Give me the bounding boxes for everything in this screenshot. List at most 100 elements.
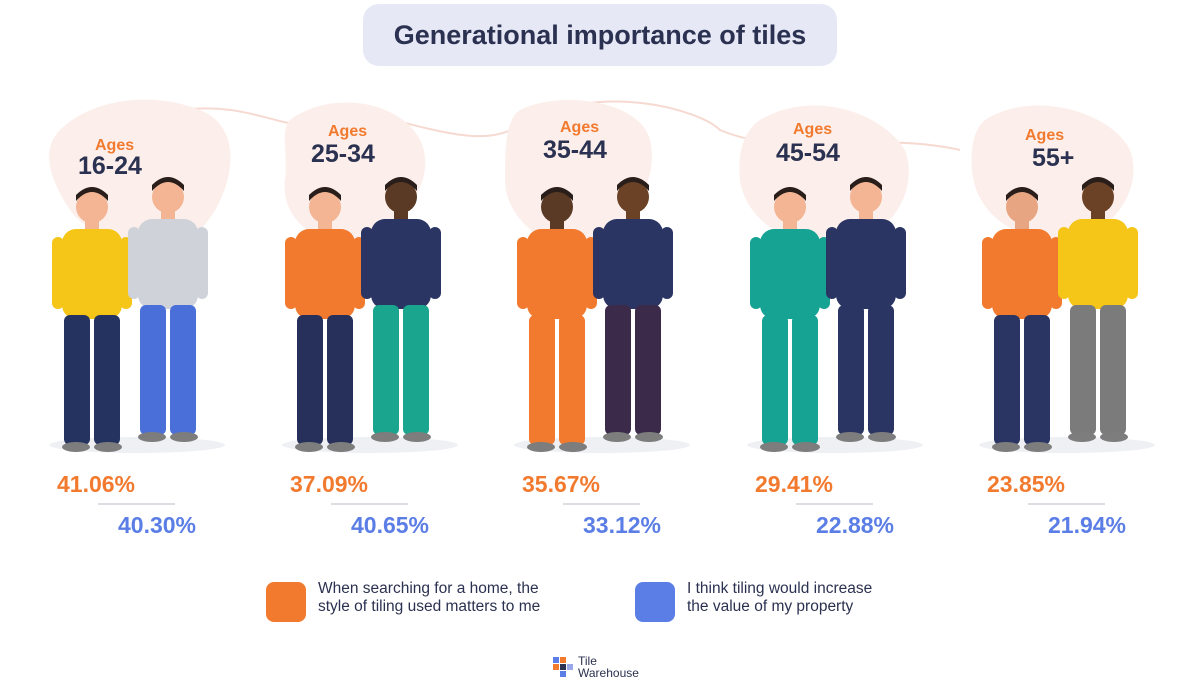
person-arm [285, 237, 297, 309]
person-hair [385, 177, 417, 191]
person-leg [403, 305, 429, 435]
person-neck [85, 221, 99, 231]
person-neck [859, 211, 873, 221]
age-group-1: Ages 25-34 37.09% 40.65% [283, 0, 515, 560]
person-shoe [1068, 432, 1096, 442]
legend-swatch-blue [635, 582, 675, 622]
person-torso [836, 219, 896, 309]
person-hair [774, 187, 806, 201]
person-shoe [94, 442, 122, 452]
person-leg [605, 305, 631, 435]
age-group-4: Ages 55+ 23.85% 21.94% [980, 0, 1200, 560]
person-leg [1070, 305, 1096, 435]
person-shoe [559, 442, 587, 452]
person-shoe [836, 432, 864, 442]
tile-logo-icon [553, 657, 573, 677]
person-arm [1058, 227, 1070, 299]
person-torso [138, 219, 198, 309]
ages-range-label: 16-24 [78, 152, 142, 180]
person-shoe [603, 432, 631, 442]
person-leg [868, 305, 894, 435]
person-leg [838, 305, 864, 435]
value-label-style: 29.41% [755, 471, 834, 497]
person-shoe [1024, 442, 1052, 452]
person-arm [982, 237, 994, 309]
person-leg [762, 315, 788, 445]
value-label-value: 40.65% [351, 512, 430, 538]
person-torso [603, 219, 663, 309]
value-label-style: 37.09% [290, 471, 369, 497]
person-pair-illustration [750, 177, 906, 452]
person-neck [626, 211, 640, 221]
legend-label-value: I think tiling would increase the value … [687, 580, 873, 615]
ages-word-label: Ages [560, 119, 600, 136]
person-leg [94, 315, 120, 445]
ages-range-label: 35-44 [543, 136, 607, 164]
person-head [385, 181, 417, 213]
person-torso [992, 229, 1052, 319]
value-label-value: 40.30% [118, 512, 197, 538]
person-shoe [371, 432, 399, 442]
person-hair [76, 187, 108, 201]
brand-name: Tile Warehouse [578, 654, 639, 680]
person-leg [529, 315, 555, 445]
legend-swatch-orange [266, 582, 306, 622]
person-neck [161, 211, 175, 221]
person-arm [1126, 227, 1138, 299]
person-hair [541, 187, 573, 201]
person-shoe [527, 442, 555, 452]
person-shoe [295, 442, 323, 452]
ages-word-label: Ages [328, 123, 368, 140]
person-shoe [992, 442, 1020, 452]
person-pair-illustration [285, 177, 441, 452]
person-shoe [62, 442, 90, 452]
person-pair-illustration [982, 177, 1138, 452]
person-shoe [403, 432, 431, 442]
person-pair-illustration [52, 177, 208, 452]
person-leg [170, 305, 196, 435]
person-head [774, 191, 806, 223]
person-shoe [760, 442, 788, 452]
value-label-style: 35.67% [522, 471, 601, 497]
value-label-value: 22.88% [816, 512, 895, 538]
person-leg [1024, 315, 1050, 445]
person-hair [1082, 177, 1114, 191]
value-label-value: 21.94% [1048, 512, 1127, 538]
person-torso [760, 229, 820, 319]
person-arm [128, 227, 140, 299]
person-leg [297, 315, 323, 445]
person-torso [295, 229, 355, 319]
person-arm [517, 237, 529, 309]
person-arm [826, 227, 838, 299]
legend-item-value: I think tiling would increase the value … [635, 580, 967, 622]
person-leg [994, 315, 1020, 445]
brand-logo: Tile Warehouse [552, 655, 639, 679]
person-head [76, 191, 108, 223]
ages-word-label: Ages [1025, 127, 1065, 144]
person-arm [593, 227, 605, 299]
person-neck [783, 221, 797, 231]
person-arm [196, 227, 208, 299]
person-shoe [635, 432, 663, 442]
person-hair [152, 177, 184, 191]
person-hair [617, 177, 649, 191]
ages-range-label: 25-34 [311, 140, 375, 168]
person-leg [64, 315, 90, 445]
person-neck [394, 211, 408, 221]
person-head [850, 181, 882, 213]
legend-item-style: When searching for a home, the style of … [266, 580, 598, 622]
person-hair [309, 187, 341, 201]
person-arm [661, 227, 673, 299]
person-leg [140, 305, 166, 435]
person-leg [327, 315, 353, 445]
person-pair-illustration [517, 177, 673, 452]
person-head [1006, 191, 1038, 223]
legend-label-style: When searching for a home, the style of … [318, 580, 541, 615]
person-arm [52, 237, 64, 309]
ages-word-label: Ages [95, 137, 135, 154]
ages-word-label: Ages [793, 121, 833, 138]
person-hair [1006, 187, 1038, 201]
person-shoe [792, 442, 820, 452]
person-arm [750, 237, 762, 309]
